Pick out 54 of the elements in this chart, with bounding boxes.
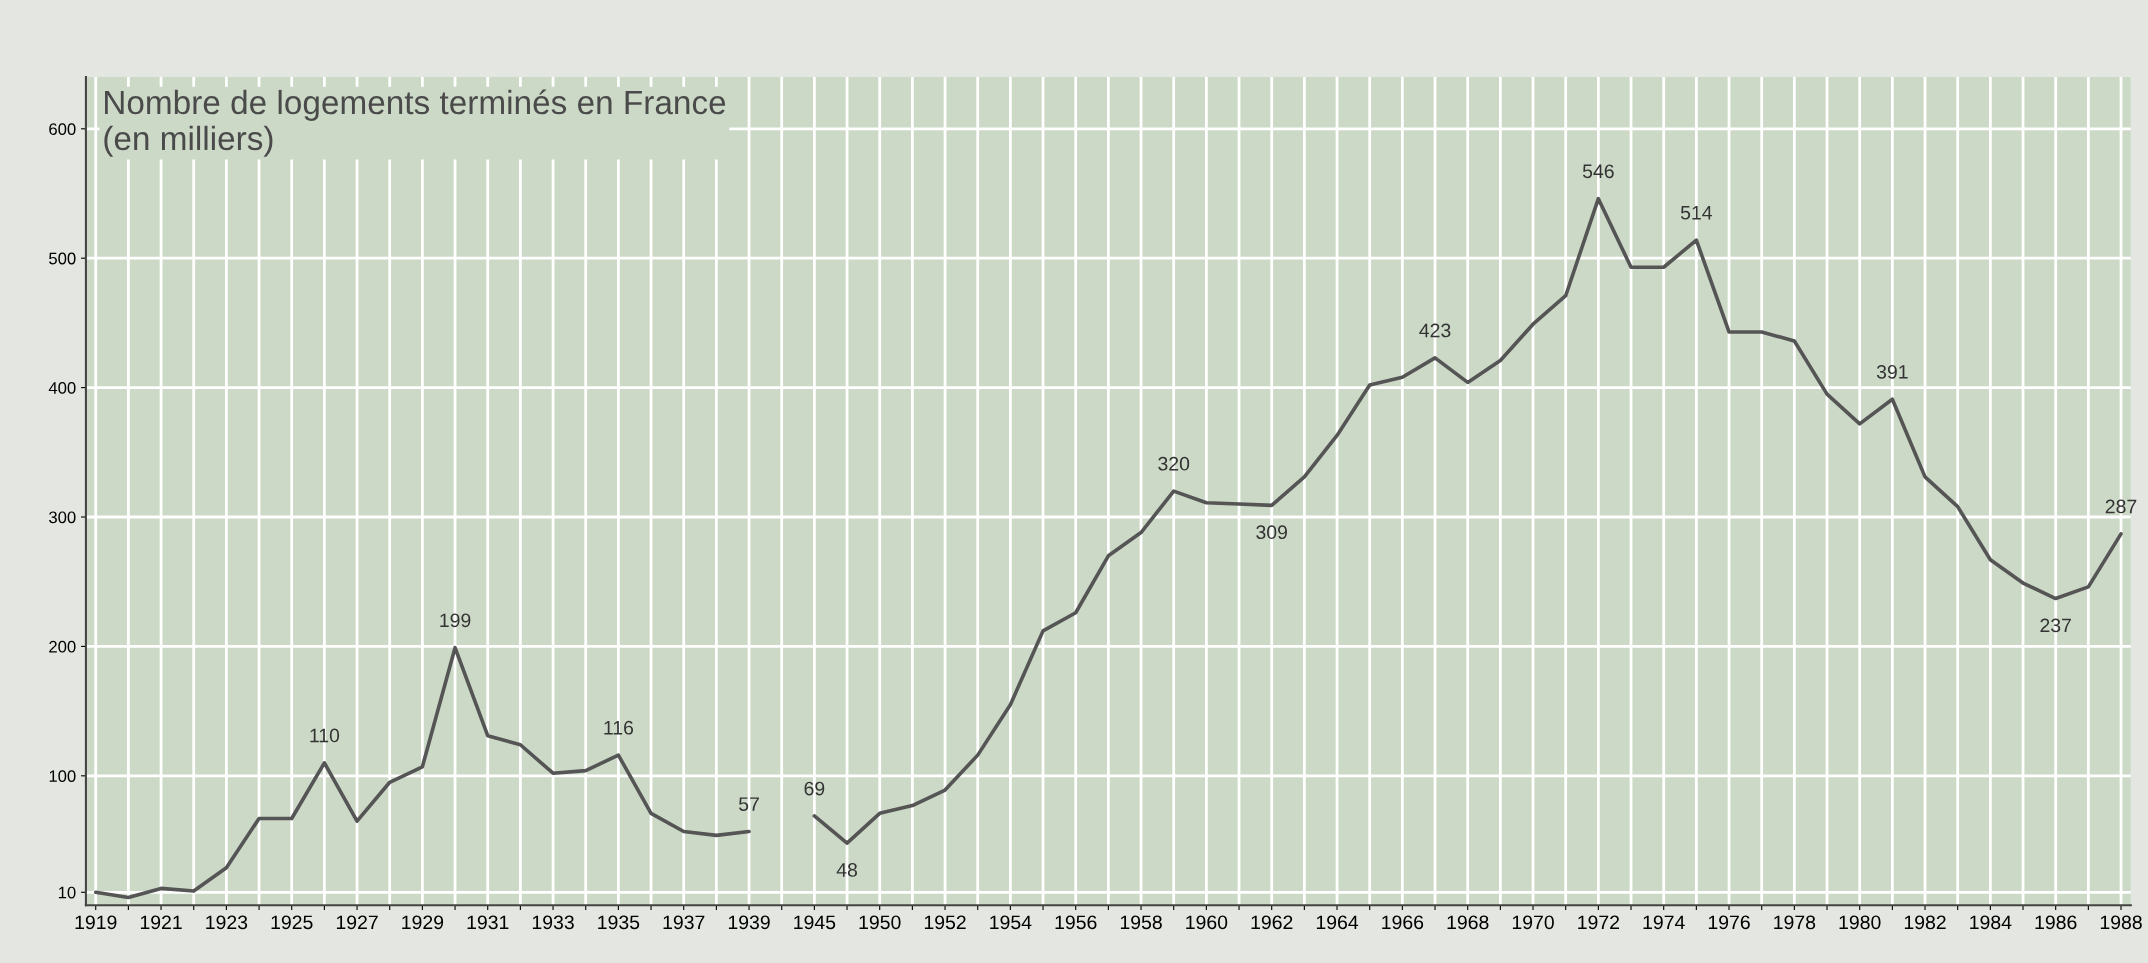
data-label: 48 bbox=[836, 863, 858, 877]
data-label: 69 bbox=[804, 781, 825, 796]
y-tick-label: 200 bbox=[49, 640, 76, 653]
x-tick-label: 1929 bbox=[402, 915, 444, 930]
x-tick-label: 1980 bbox=[1839, 915, 1881, 930]
y-tick-label: 500 bbox=[49, 252, 76, 265]
data-label: 514 bbox=[1680, 206, 1713, 220]
data-label: 116 bbox=[604, 720, 634, 735]
x-tick-label: 1923 bbox=[206, 915, 248, 930]
x-tick-label: 1960 bbox=[1186, 915, 1228, 930]
x-tick-label: 1927 bbox=[336, 915, 378, 930]
x-tick-label: 1970 bbox=[1512, 915, 1554, 930]
x-tick-label: 1933 bbox=[532, 915, 574, 930]
x-tick-label: 1986 bbox=[2035, 915, 2077, 930]
x-tick-label: 1935 bbox=[598, 915, 640, 930]
data-label: 423 bbox=[1419, 323, 1451, 338]
y-tick-label: 600 bbox=[49, 123, 76, 135]
data-label: 110 bbox=[310, 728, 340, 743]
x-tick-label: 1972 bbox=[1578, 915, 1620, 930]
data-label: 57 bbox=[739, 797, 759, 811]
x-tick-label: 1982 bbox=[1904, 915, 1946, 930]
y-tick-label: 300 bbox=[49, 511, 76, 524]
x-tick-label: 1954 bbox=[990, 915, 1032, 930]
x-tick-label: 1984 bbox=[1970, 915, 2012, 930]
y-tick-label: 400 bbox=[48, 382, 76, 394]
x-tick-label: 1931 bbox=[467, 915, 509, 930]
x-tick-label: 1962 bbox=[1251, 915, 1293, 930]
y-tick-label: 10 bbox=[58, 886, 76, 899]
text: Nombre de logements terminés en France (en milliers) bbox=[104, 89, 726, 157]
data-label: 546 bbox=[1582, 164, 1614, 179]
x-tick-label: 1976 bbox=[1708, 915, 1750, 930]
x-tick-label: 1978 bbox=[1774, 915, 1816, 930]
x-tick-label: 1958 bbox=[1120, 915, 1162, 930]
y-tick-label: 100 bbox=[49, 770, 76, 783]
data-label: 237 bbox=[2040, 618, 2071, 633]
x-tick-label: 1952 bbox=[924, 915, 966, 930]
data-label: 391 bbox=[1876, 364, 1908, 379]
x-tick-label: 1939 bbox=[728, 915, 770, 930]
x-tick-label: 1925 bbox=[271, 915, 313, 930]
x-tick-label: 1964 bbox=[1316, 915, 1359, 930]
data-label: 287 bbox=[2105, 499, 2137, 514]
data-label: 320 bbox=[1158, 456, 1190, 471]
x-tick-label: 1937 bbox=[663, 915, 705, 930]
x-tick-label: 1968 bbox=[1447, 915, 1489, 930]
x-tick-label: 1988 bbox=[2100, 915, 2142, 930]
data-label: 199 bbox=[440, 613, 471, 628]
data-label: 309 bbox=[1256, 525, 1287, 540]
x-tick-label: 1956 bbox=[1055, 915, 1097, 930]
x-tick-label: 1950 bbox=[859, 915, 901, 930]
x-tick-label: 1919 bbox=[75, 915, 117, 930]
x-tick-label: 1966 bbox=[1382, 915, 1424, 930]
x-tick-label: 1945 bbox=[794, 915, 836, 930]
x-tick-label: 1921 bbox=[140, 915, 182, 930]
x-tick-label: 1974 bbox=[1643, 915, 1685, 930]
